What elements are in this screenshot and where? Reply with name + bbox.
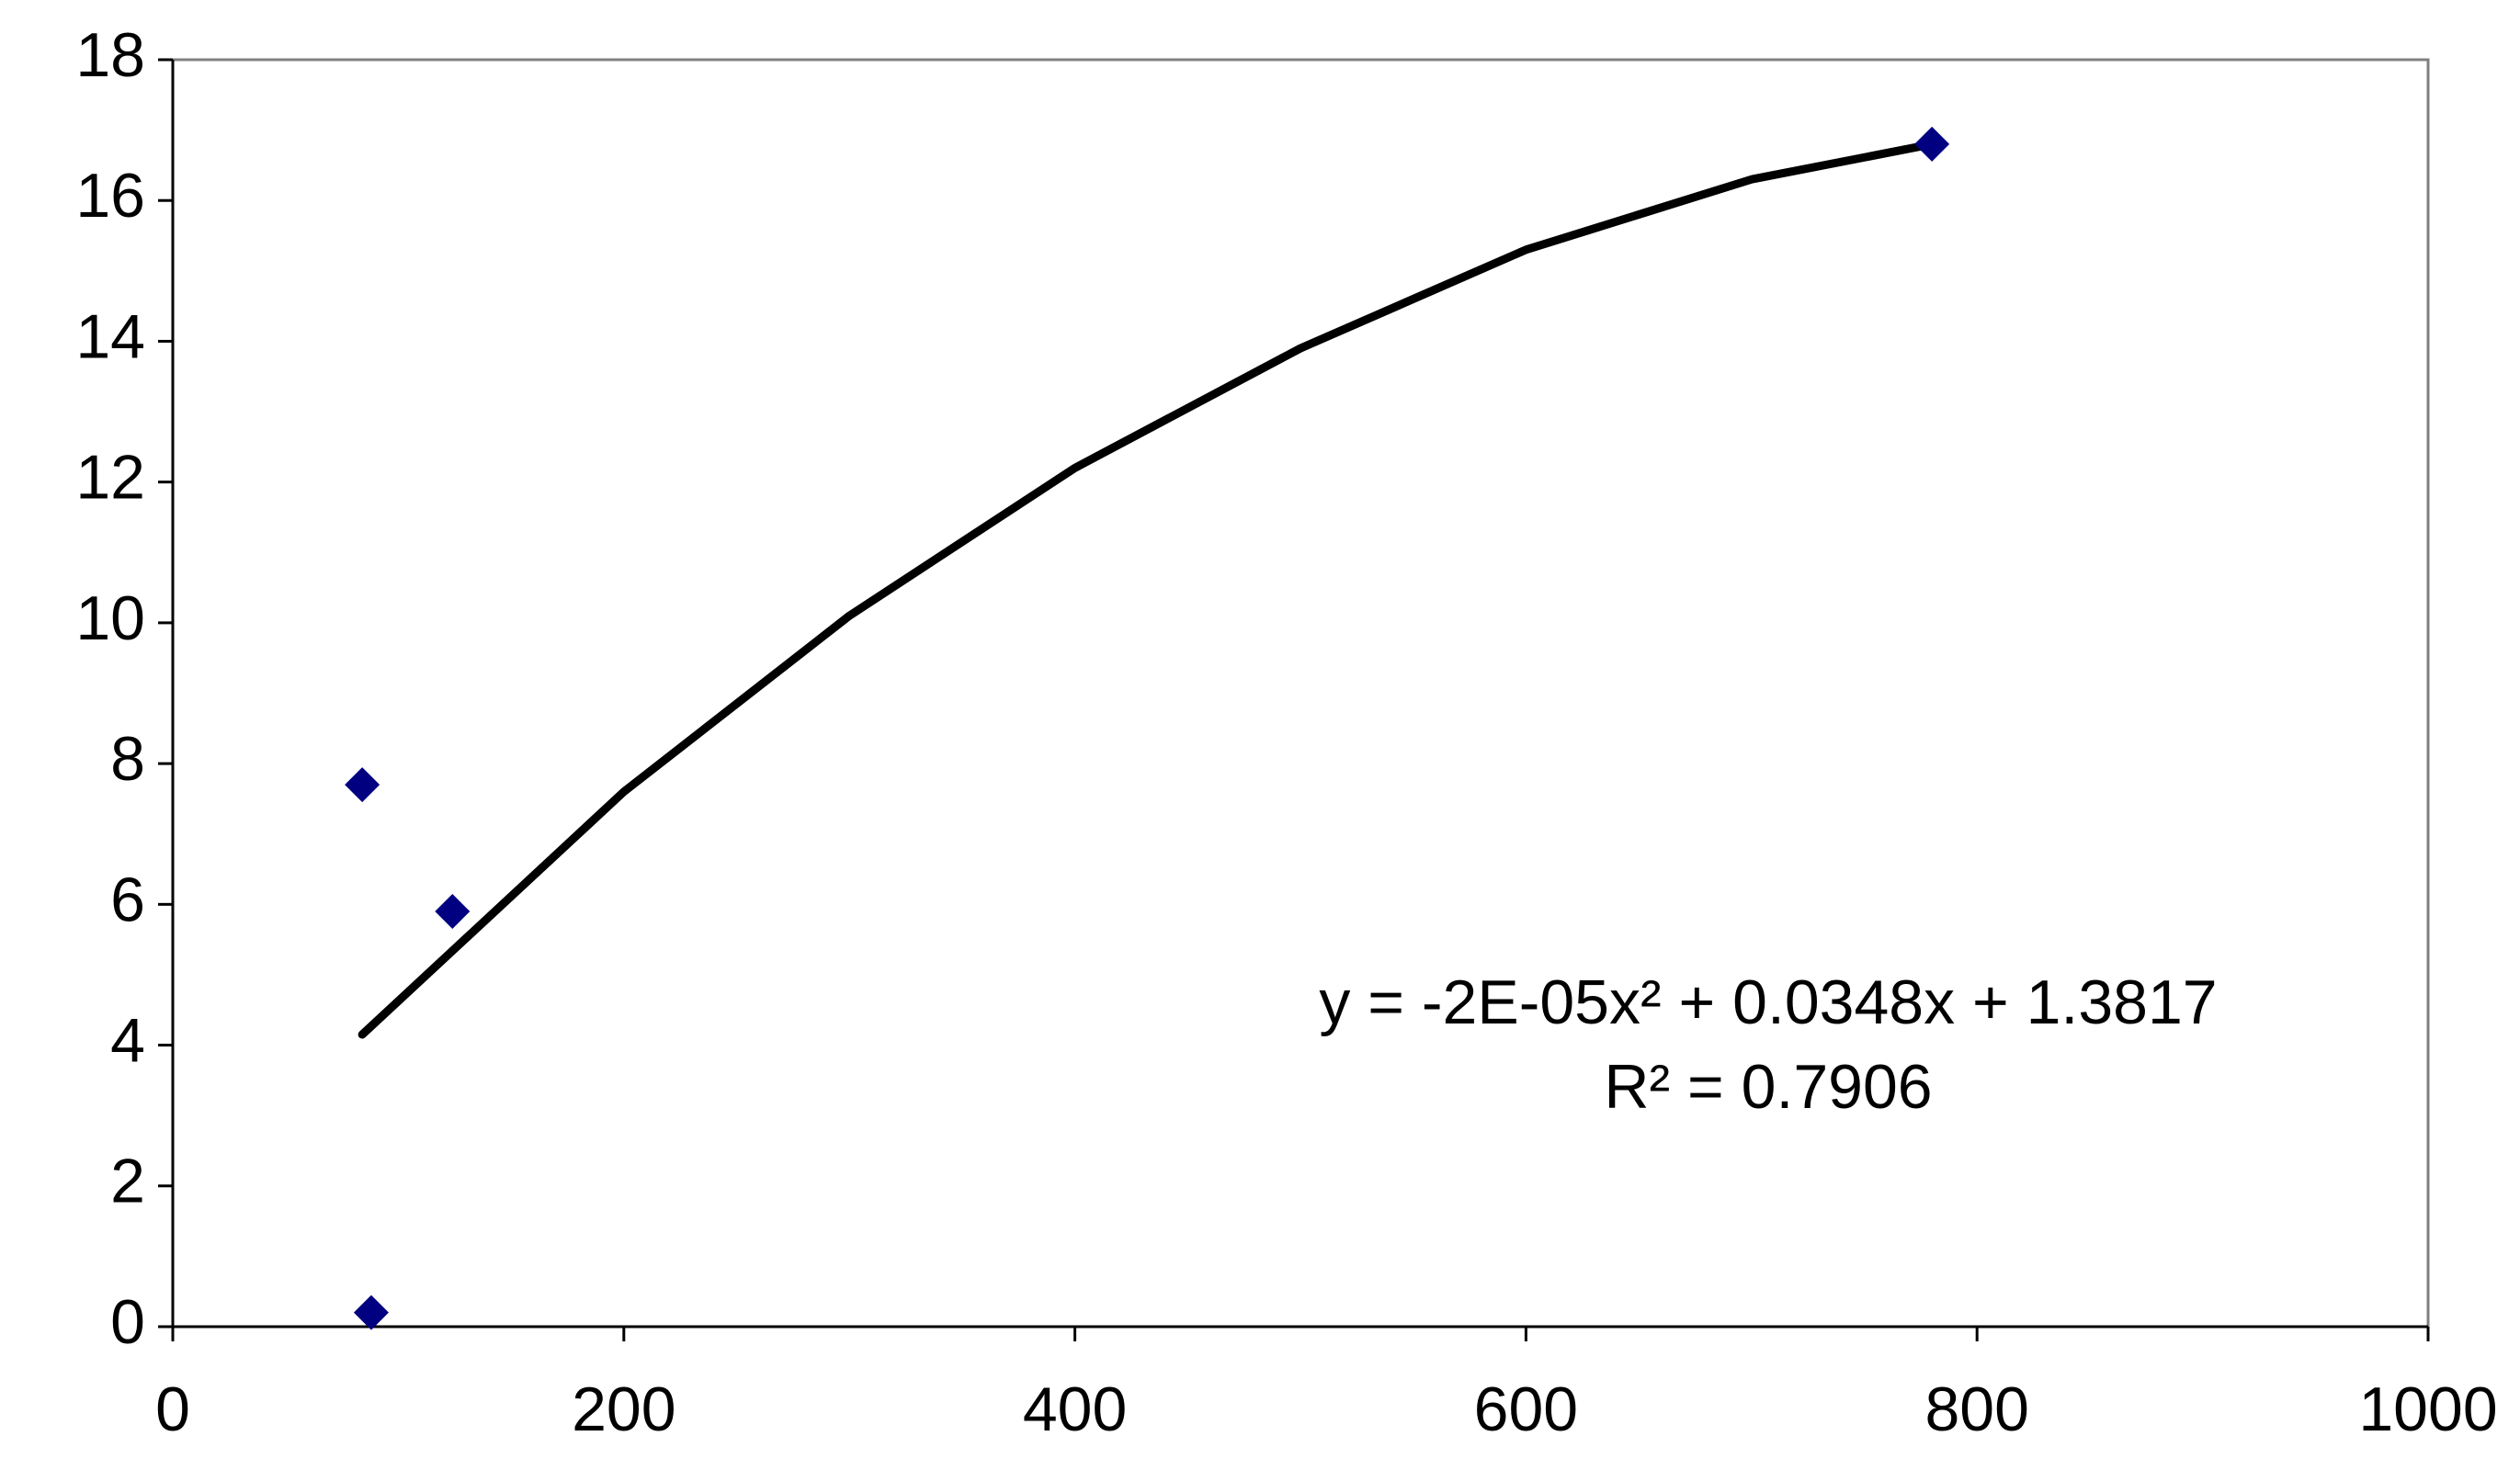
data-point [353,1295,389,1330]
x-tick-label: 400 [1023,1374,1127,1444]
y-tick-label: 12 [75,443,145,513]
data-point [345,767,380,803]
y-tick-label: 16 [75,161,145,231]
trend-equation: y = -2E-05x² + 0.0348x + 1.3817 [1319,967,2217,1037]
y-tick-label: 8 [110,724,145,794]
y-tick-label: 10 [75,583,145,653]
x-tick-label: 1000 [2358,1374,2497,1444]
y-tick-label: 6 [110,865,145,934]
y-tick-label: 14 [75,301,145,371]
y-tick-label: 0 [110,1287,145,1357]
x-tick-label: 200 [572,1374,675,1444]
data-point [435,893,471,929]
y-tick-label: 2 [110,1147,145,1216]
trendline [358,140,1936,1039]
plot-frame [171,58,2430,1329]
y-tick-label: 18 [75,20,145,90]
x-tick-label: 800 [1924,1374,2028,1444]
x-tick-label: 0 [155,1374,190,1444]
y-tick-label: 4 [110,1006,145,1076]
r-squared: R² = 0.7906 [1604,1052,1932,1122]
x-tick-label: 600 [1474,1374,1578,1444]
data-point [1914,126,1950,162]
